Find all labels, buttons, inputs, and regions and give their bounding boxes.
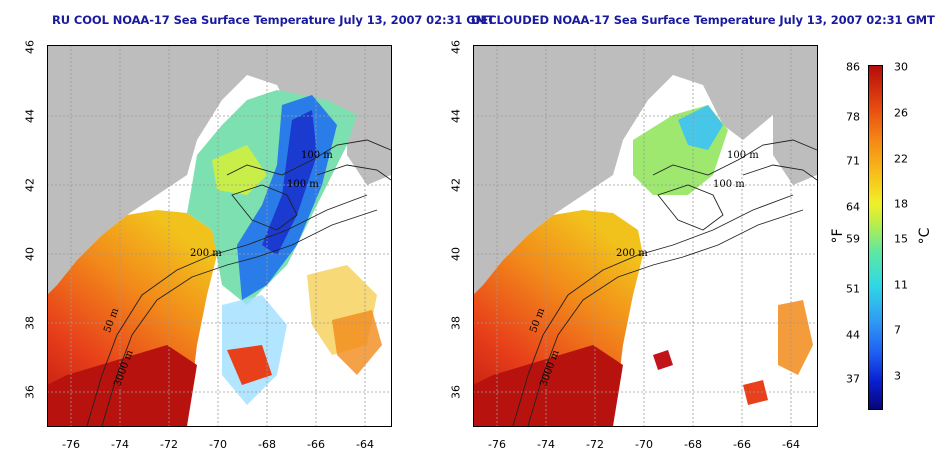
y-tick-label: 40 <box>23 247 37 261</box>
fahrenheit-tick: 51 <box>846 282 860 296</box>
fahrenheit-tick: 71 <box>846 154 860 168</box>
x-tick-label: -66 <box>307 438 325 451</box>
celsius-tick: 30 <box>894 60 908 74</box>
celsius-tick: 26 <box>894 106 908 120</box>
x-tick-label: -68 <box>258 438 276 451</box>
graticule <box>47 45 391 426</box>
y-tick-label: 44 <box>449 109 463 123</box>
x-tick-label: -64 <box>356 438 374 451</box>
map-frame <box>473 45 818 427</box>
x-tick-label: -76 <box>488 438 506 451</box>
map-title-left: RU COOL NOAA-17 Sea Surface Temperature … <box>52 13 495 27</box>
x-tick-label: -76 <box>62 438 80 451</box>
contour-label: 100 m <box>713 179 745 190</box>
fahrenheit-tick: 64 <box>846 200 860 214</box>
celsius-tick: 11 <box>894 278 908 292</box>
celsius-tick: 22 <box>894 152 908 166</box>
x-tick-label: -72 <box>586 438 604 451</box>
x-tick-label: -74 <box>111 438 129 451</box>
y-tick-label: 36 <box>23 385 37 399</box>
contour-label: 100 m <box>301 150 333 161</box>
land-mass <box>473 45 817 295</box>
map-frame <box>47 45 392 427</box>
x-tick-label: -74 <box>537 438 555 451</box>
x-tick-label: -68 <box>684 438 702 451</box>
x-tick-label: -64 <box>782 438 800 451</box>
gulf-stream-region <box>473 345 623 426</box>
y-tick-label: 38 <box>449 316 463 330</box>
contour-label: 100 m <box>727 150 759 161</box>
map-panel-left: 100 m 100 m 200 m 50 m 3000 m <box>47 45 392 427</box>
y-tick-label: 36 <box>449 385 463 399</box>
fahrenheit-tick: 59 <box>846 232 860 246</box>
fahrenheit-unit-label: °F <box>830 228 846 244</box>
y-tick-label: 46 <box>23 40 37 54</box>
map-title-right: DECLOUDED NOAA-17 Sea Surface Temperatur… <box>471 13 935 27</box>
map-panel-right: 100 m 100 m 200 m 50 m 3000 m <box>473 45 818 427</box>
sst-map-left <box>47 45 392 427</box>
celsius-tick: 18 <box>894 197 908 211</box>
y-tick-label: 38 <box>23 316 37 330</box>
x-tick-label: -70 <box>635 438 653 451</box>
bathymetry-contours <box>512 139 818 427</box>
temperature-colorbar <box>868 65 883 410</box>
sst-map-right <box>473 45 818 427</box>
y-tick-label: 46 <box>449 40 463 54</box>
x-tick-label: -72 <box>160 438 178 451</box>
celsius-tick: 3 <box>894 369 901 383</box>
contour-label: 100 m <box>287 179 319 190</box>
celsius-tick: 7 <box>894 323 901 337</box>
celsius-unit-label: °C <box>917 227 933 245</box>
x-tick-label: -70 <box>209 438 227 451</box>
x-tick-label: -66 <box>733 438 751 451</box>
fahrenheit-tick: 78 <box>846 110 860 124</box>
y-tick-label: 42 <box>23 178 37 192</box>
celsius-tick: 15 <box>894 232 908 246</box>
fahrenheit-tick: 86 <box>846 60 860 74</box>
y-tick-label: 42 <box>449 178 463 192</box>
fahrenheit-tick: 37 <box>846 372 860 386</box>
gulf-stream-region <box>47 345 197 426</box>
y-tick-label: 40 <box>449 247 463 261</box>
contour-label: 200 m <box>616 248 648 259</box>
contour-label: 200 m <box>190 248 222 259</box>
fahrenheit-tick: 44 <box>846 328 860 342</box>
graticule <box>473 45 817 426</box>
bathymetry-contours <box>86 139 392 427</box>
y-tick-label: 44 <box>23 109 37 123</box>
